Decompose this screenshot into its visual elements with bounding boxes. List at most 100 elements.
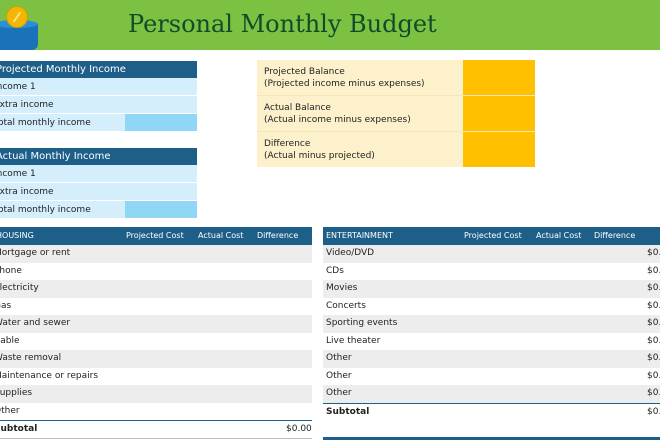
income-label: Total monthly income xyxy=(0,201,125,219)
projected-balance-row: Projected Balance (Projected income minu… xyxy=(257,60,535,96)
table-row[interactable]: Waste removal xyxy=(0,350,312,368)
balance-value-cell[interactable] xyxy=(463,96,535,131)
row-label: Supplies xyxy=(0,388,33,398)
table-row[interactable]: Other $0.00 xyxy=(323,368,660,386)
entertainment-header-row: ENTERTAINMENT Projected Cost Actual Cost… xyxy=(323,227,660,245)
balance-summary: Projected Balance (Projected income minu… xyxy=(257,60,535,167)
income-total-cell[interactable] xyxy=(125,201,197,219)
table-row[interactable]: Video/DVD $0.00 xyxy=(323,245,660,263)
row-label: Maintenance or repairs xyxy=(0,370,99,381)
table-row[interactable]: CDs $0.00 xyxy=(323,263,660,281)
row-label: Other xyxy=(326,370,352,381)
subtotal-row: Subtotal $0.00 xyxy=(323,402,660,422)
balance-title: Projected Balance xyxy=(264,67,345,77)
row-label: Cable xyxy=(0,335,20,346)
income-label: Extra income xyxy=(0,96,125,114)
balance-label: Difference (Actual minus projected) xyxy=(257,132,463,167)
income-row: Income 1 xyxy=(0,78,197,96)
balance-label: Projected Balance (Projected income minu… xyxy=(257,60,463,95)
table-row[interactable]: Electricity xyxy=(0,280,312,298)
table-row[interactable]: Maintenance or repairs xyxy=(0,368,312,386)
housing-header-row: HOUSING Projected Cost Actual Cost Diffe… xyxy=(0,227,312,245)
row-difference: $0.00 xyxy=(647,248,660,258)
income-row: Total monthly income xyxy=(0,114,197,132)
table-row[interactable]: Concerts $0.00 xyxy=(323,298,660,316)
income-label: Total monthly income xyxy=(0,114,125,132)
income-value-cell[interactable] xyxy=(125,183,197,201)
difference-header: Difference xyxy=(594,231,636,240)
income-label: Income 1 xyxy=(0,78,125,96)
income-total-cell[interactable] xyxy=(125,114,197,132)
row-difference: $0.00 xyxy=(647,318,660,328)
row-label: Electricity xyxy=(0,283,39,293)
entertainment-header: ENTERTAINMENT xyxy=(326,231,393,240)
subtotal-label: Subtotal xyxy=(0,424,38,434)
row-label: Video/DVD xyxy=(326,248,375,258)
table-row[interactable]: Water and sewer xyxy=(0,315,312,333)
balance-title: Difference xyxy=(264,139,311,149)
balance-value-cell[interactable] xyxy=(463,60,535,95)
row-difference: $0.00 xyxy=(647,300,660,311)
balance-value-cell[interactable] xyxy=(463,132,535,167)
row-difference: $0.00 xyxy=(647,370,660,381)
row-label: Concerts xyxy=(326,300,366,311)
actual-cost-header: Actual Cost xyxy=(198,231,244,240)
table-row[interactable]: Supplies xyxy=(0,385,312,403)
row-label: CDs xyxy=(326,265,344,276)
housing-header: HOUSING xyxy=(0,231,34,240)
balance-subtitle: (Actual minus projected) xyxy=(264,151,375,161)
projected-income-header: Projected Monthly Income xyxy=(0,61,197,78)
subtotal-value: $0.00 xyxy=(286,424,312,434)
row-difference: $0.00 xyxy=(647,335,660,346)
table-row[interactable]: Movies $0.00 xyxy=(323,280,660,298)
table-row[interactable]: Phone xyxy=(0,263,312,281)
income-row: Income 1 xyxy=(0,165,197,183)
page-title: Personal Monthly Budget xyxy=(128,10,437,38)
income-value-cell[interactable] xyxy=(125,165,197,183)
income-value-cell[interactable] xyxy=(125,96,197,114)
row-label: Mortgage or rent xyxy=(0,248,71,258)
difference-header: Difference xyxy=(257,231,299,240)
income-value-cell[interactable] xyxy=(125,78,197,96)
row-difference: $0.00 xyxy=(647,388,660,398)
projected-cost-header: Projected Cost xyxy=(464,231,522,240)
row-difference: $0.00 xyxy=(647,265,660,276)
balance-label: Actual Balance (Actual income minus expe… xyxy=(257,96,463,131)
actual-balance-row: Actual Balance (Actual income minus expe… xyxy=(257,96,535,132)
row-label: Water and sewer xyxy=(0,318,71,328)
row-difference: $0.00 xyxy=(647,353,660,363)
table-row[interactable]: Gas xyxy=(0,298,312,316)
title-banner: Personal Monthly Budget xyxy=(0,0,660,50)
row-label: Movies xyxy=(326,283,358,293)
row-difference: $0.00 xyxy=(647,283,660,293)
coin-jar-icon xyxy=(0,4,42,50)
table-row[interactable]: Cable xyxy=(0,333,312,351)
projected-income-table: Projected Monthly Income Income 1 Extra … xyxy=(0,61,197,132)
balance-title: Actual Balance xyxy=(264,103,331,113)
difference-row: Difference (Actual minus projected) xyxy=(257,132,535,167)
income-row: Extra income xyxy=(0,183,197,201)
actual-income-header: Actual Monthly Income xyxy=(0,148,197,165)
table-row[interactable]: Other $0.00 xyxy=(323,350,660,368)
income-row: Extra income xyxy=(0,96,197,114)
balance-subtitle: (Actual income minus expenses) xyxy=(264,115,411,125)
income-label: Income 1 xyxy=(0,165,125,183)
row-label: Waste removal xyxy=(0,353,62,363)
row-label: Live theater xyxy=(326,335,381,346)
table-row[interactable]: Other $0.00 xyxy=(323,385,660,403)
income-label: Extra income xyxy=(0,183,125,201)
income-row: Total monthly income xyxy=(0,201,197,219)
subtotal-row: Subtotal $0.00 xyxy=(0,420,312,439)
projected-cost-header: Projected Cost xyxy=(126,231,184,240)
actual-income-table: Actual Monthly Income Income 1 Extra inc… xyxy=(0,148,197,219)
row-label: Sporting events xyxy=(326,318,398,328)
balance-subtitle: (Projected income minus expenses) xyxy=(264,79,425,89)
subtotal-label: Subtotal xyxy=(326,406,370,417)
table-row[interactable]: Mortgage or rent xyxy=(0,245,312,263)
table-row[interactable]: Other xyxy=(0,403,312,421)
entertainment-bottom-border xyxy=(323,437,660,440)
row-label: Other xyxy=(326,388,352,398)
table-row[interactable]: Sporting events $0.00 xyxy=(323,315,660,333)
row-label: Gas xyxy=(0,300,12,311)
table-row[interactable]: Live theater $0.00 xyxy=(323,333,660,351)
